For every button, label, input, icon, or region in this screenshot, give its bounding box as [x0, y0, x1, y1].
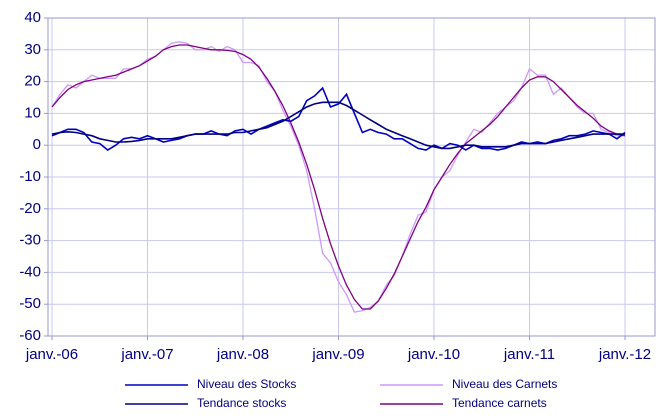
legend-label: Tendance carnets: [452, 396, 547, 410]
y-tick-label: -50: [19, 295, 41, 312]
x-tick-label: janv.-07: [120, 346, 173, 363]
y-tick-label: 10: [24, 104, 41, 121]
y-tick-label: -10: [19, 168, 41, 185]
series-line: [51, 41, 625, 313]
x-tick-label: janv.-08: [216, 346, 269, 363]
y-tick-label: 20: [24, 73, 41, 90]
x-tick-label: janv.-09: [311, 346, 364, 363]
legend-label: Niveau des Stocks: [197, 377, 296, 391]
y-tick-label: -30: [19, 232, 41, 249]
x-tick-label: janv.-11: [503, 346, 555, 363]
y-tick-label: -60: [19, 327, 41, 344]
legend-label: Tendance stocks: [197, 396, 286, 410]
plot-frame: [47, 17, 656, 337]
y-tick-label: 30: [24, 41, 41, 58]
x-tick-label: janv.-10: [407, 346, 460, 363]
legend-label: Niveau des Carnets: [452, 377, 557, 391]
y-tick-label: -20: [19, 200, 41, 217]
x-tick-label: janv.-12: [598, 346, 651, 363]
x-tick-label: janv.-06: [25, 346, 78, 363]
y-tick-label: 0: [33, 136, 41, 153]
series-line: [51, 101, 625, 150]
y-tick-label: -40: [19, 263, 41, 280]
y-tick-label: 40: [24, 9, 41, 26]
series-line: [51, 44, 626, 310]
